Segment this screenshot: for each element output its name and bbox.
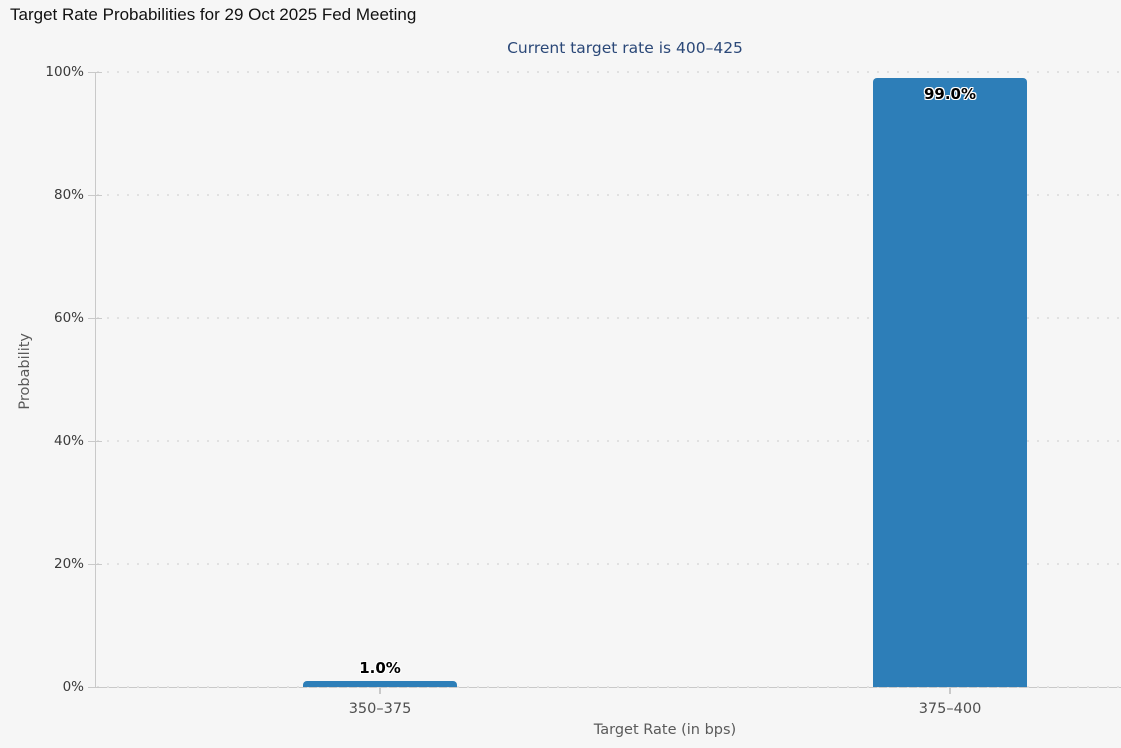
y-axis-line [95, 72, 96, 687]
y-axis-tick [88, 563, 102, 565]
gridline-20% [97, 563, 1121, 565]
x-axis-title: Target Rate (in bps) [593, 722, 737, 738]
y-axis-tick [88, 440, 102, 442]
y-tick-label: 80% [53, 187, 84, 203]
gridline-100% [97, 71, 1121, 73]
x-axis-tick [379, 688, 381, 694]
gridline-60% [97, 317, 1121, 319]
chart-subtitle: Current target rate is 400–425 [507, 39, 743, 57]
gridline-0% [97, 686, 1121, 688]
y-tick-label: 0% [62, 679, 84, 695]
bar-375-400[interactable] [873, 78, 1027, 687]
y-axis-title: Probability [17, 333, 33, 410]
y-tick-label: 60% [53, 310, 84, 326]
plot-area: 1.0% 99.0% [95, 71, 1121, 688]
y-tick-label: 100% [45, 64, 84, 80]
gridline-40% [97, 440, 1121, 442]
y-tick-label: 40% [53, 433, 84, 449]
y-axis-tick [88, 71, 102, 73]
bar-350-375[interactable] [303, 680, 457, 687]
y-tick-label: 20% [53, 556, 84, 572]
x-tick-label: 375–400 [918, 701, 982, 717]
y-axis-tick [88, 686, 102, 688]
x-tick-label: 350–375 [348, 701, 412, 717]
bar-value-label: 1.0% [359, 658, 401, 677]
y-axis-tick [88, 194, 102, 196]
gridline-80% [97, 194, 1121, 196]
x-axis-tick [949, 688, 951, 694]
y-axis-tick [88, 317, 102, 319]
bar-value-label: 99.0% [923, 85, 977, 104]
chart-title: Target Rate Probabilities for 29 Oct 202… [10, 5, 417, 24]
